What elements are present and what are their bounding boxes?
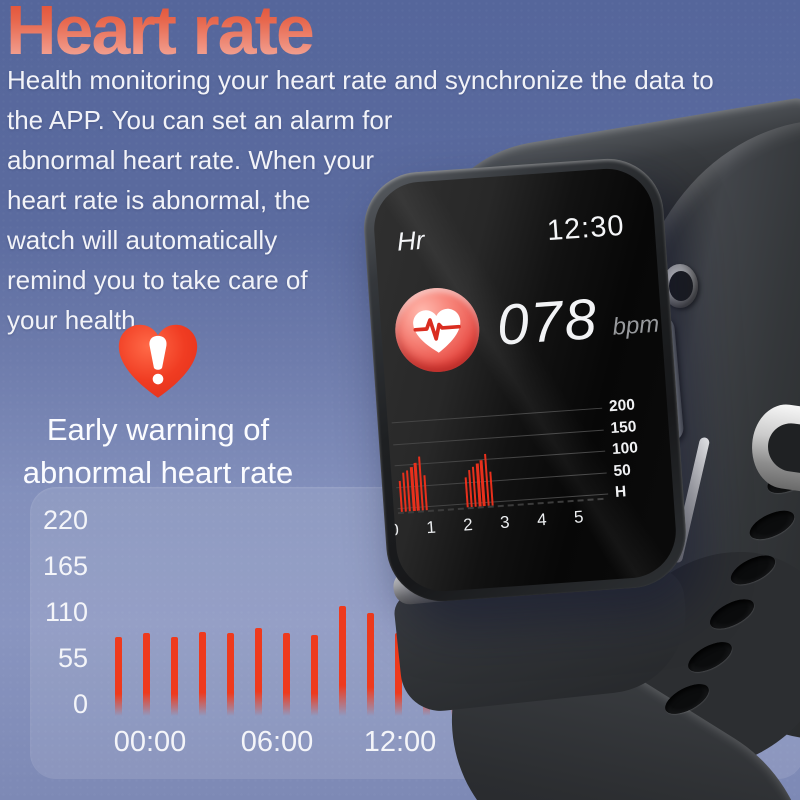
screen-chart-gridline: [396, 472, 607, 488]
screen-time: 12:30: [545, 209, 626, 248]
screen-chart-gridline: [397, 493, 609, 510]
bg-x-tick-label: 12:00: [363, 726, 437, 758]
screen-chart-bar: [483, 453, 490, 506]
screen-chart-y-labels: 200 150 100 50 H: [391, 396, 662, 501]
bg-chart-bar: [339, 606, 346, 716]
watch-screen: Hr 12:30 078 bpm: [371, 165, 679, 595]
screen-chart-y-label: 150: [609, 417, 637, 437]
heart-ecg-icon: [392, 285, 483, 375]
bg-y-tick-label: 55: [57, 643, 88, 673]
screen-chart-bar: [398, 480, 404, 512]
screen-chart-gridline: [391, 407, 603, 424]
screen-chart-bar: [413, 462, 420, 511]
screen-chart-bar: [417, 456, 424, 511]
screen-chart-gridline: [394, 450, 606, 467]
screen-chart-bar: [472, 466, 478, 507]
screen-chart-axis: [397, 497, 604, 515]
screen-chart-y-label: H: [614, 483, 627, 501]
screen-chart-bar: [410, 466, 416, 512]
bg-x-tick-label: 06:00: [240, 726, 314, 758]
bg-y-tick-label: 110: [44, 597, 88, 627]
screen-chart-bar: [402, 472, 408, 512]
page-title: Heart rate: [6, 0, 315, 70]
bg-chart-bar: [171, 637, 178, 716]
heart-rate-unit: bpm: [611, 310, 661, 341]
screen-chart-y-label: 200: [608, 396, 636, 416]
screen-chart-bars: [391, 401, 662, 512]
heart-rate-value: 078: [494, 286, 601, 358]
screen-chart-gridline: [393, 429, 604, 445]
bg-x-tick-label: 00:00: [113, 726, 187, 758]
screen-chart-y-label: 50: [612, 461, 632, 480]
screen-mode-label: Hr: [395, 224, 426, 257]
screen-chart-bar: [422, 474, 428, 511]
bg-chart-bar: [227, 633, 234, 716]
screen-chart-x-label: 5: [573, 507, 585, 527]
bg-chart-bar: [367, 613, 374, 716]
bg-chart-bar: [255, 628, 262, 716]
bg-y-tick-label: 165: [42, 551, 88, 581]
screen-chart-x-label: 2: [462, 515, 474, 535]
screen-chart-bar: [488, 472, 494, 506]
bg-chart-bar: [283, 633, 290, 716]
screen-chart-bar: [464, 477, 470, 508]
screen-chart-x-label: 4: [536, 509, 548, 530]
screen-hr-chart: 200 150 100 50 H 0 1 2 3 4 5: [389, 396, 672, 560]
screen-chart-gridlines: [391, 401, 662, 510]
screen-chart-x-label: 0: [388, 520, 400, 540]
screen-statusbar: Hr 12:30: [396, 210, 626, 259]
screen-chart-x-labels: 0 1 2 3 4 5: [389, 401, 662, 540]
description-text: Health monitoring your heart rate and sy…: [7, 65, 714, 335]
screen-chart-bar: [406, 470, 412, 512]
watch-body: Hr 12:30 078 bpm: [330, 80, 800, 800]
bg-chart-bar: [143, 633, 150, 716]
screen-chart-bar: [476, 463, 482, 507]
bg-y-tick-label: 220: [42, 505, 88, 535]
screen-chart-bar: [468, 470, 474, 508]
watch-case: Hr 12:30 078 bpm: [360, 155, 690, 605]
bg-chart-bar: [311, 635, 318, 716]
screen-chart-y-label: 100: [611, 439, 639, 459]
warning-label: Early warning of abnormal heart rate: [22, 412, 294, 490]
bg-y-tick-label: 0: [72, 689, 88, 719]
heart-rate-row: 078 bpm: [392, 268, 661, 380]
screen-chart-x-label: 3: [499, 512, 511, 533]
screen-chart-bar: [479, 459, 486, 507]
heart-exclamation-icon: [118, 324, 198, 398]
screen-chart-x-label: 1: [425, 517, 437, 538]
bg-chart-bar: [115, 637, 122, 716]
bg-chart-bar: [199, 632, 206, 716]
bg-chart-bar: [395, 633, 402, 716]
